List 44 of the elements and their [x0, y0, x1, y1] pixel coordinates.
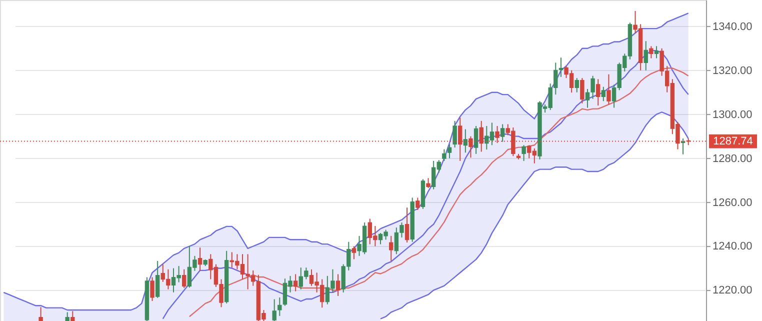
candlestick: [458, 117, 462, 162]
candlestick: [580, 78, 584, 104]
candlestick: [649, 46, 654, 59]
candlestick: [389, 235, 394, 262]
candlestick: [606, 74, 611, 105]
candlestick: [601, 86, 606, 102]
candlestick: [558, 57, 564, 78]
candlestick: [574, 78, 579, 93]
ref-line-label: 1287.74: [713, 135, 753, 148]
y-tick-label: 1260.00: [712, 196, 752, 209]
candlestick: [452, 120, 457, 148]
y-tick-label: 1320.00: [712, 64, 752, 77]
candlestick: [596, 78, 600, 106]
y-tick-label: 1240.00: [712, 240, 752, 253]
candlestick: [500, 124, 505, 142]
candlestick: [404, 207, 410, 244]
candlestick: [352, 246, 356, 260]
candlestick: [474, 125, 478, 154]
candlestick: [495, 125, 500, 144]
candlestick: [654, 46, 659, 59]
candlestick: [447, 144, 452, 159]
candlestick: [293, 274, 298, 292]
candlestick: [426, 178, 430, 188]
y-tick-label: 1220.00: [712, 284, 752, 297]
candlestick: [38, 306, 43, 321]
candlestick: [644, 40, 648, 71]
candlestick: [182, 268, 186, 289]
candlestick: [479, 120, 484, 152]
candlestick: [278, 296, 282, 316]
candlestick: [522, 144, 526, 162]
candlestick: [416, 197, 420, 210]
line-series: [380, 112, 689, 320]
candlestick: [272, 298, 276, 321]
candlestick: [198, 247, 202, 272]
candlestick: [70, 310, 75, 321]
candlestick: [468, 136, 473, 158]
y-tick-label: 1340.00: [712, 20, 752, 33]
y-tick-label: 1300.00: [712, 108, 752, 121]
candlestick: [336, 274, 340, 296]
y-tick-label: 1280.00: [712, 152, 752, 165]
candlestick: [442, 148, 446, 162]
candlestick: [155, 260, 160, 298]
candlestick: [150, 276, 154, 302]
candlestick: [463, 128, 468, 154]
